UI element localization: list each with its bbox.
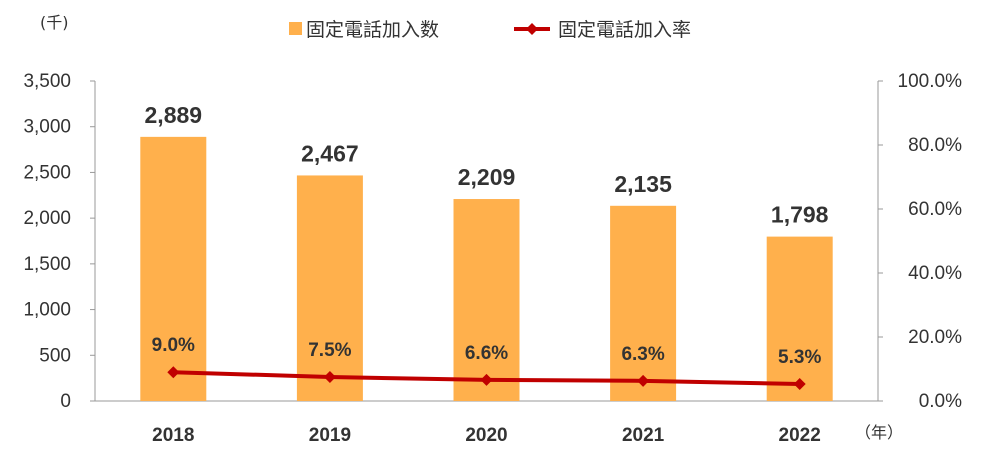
rate-point-marker [167,366,180,379]
legend-bar-swatch [289,22,302,35]
bar [296,175,363,401]
category-label: 2020 [465,425,507,446]
rate-point-marker [480,373,493,386]
bar-data-label: 2,889 [145,102,203,128]
bar-data-label: 1,798 [771,202,829,228]
line-data-labels: 9.0% 7.5% 6.6% 6.3% 5.3% [152,335,822,368]
right-tick-label: 40.0% [908,263,962,284]
bar [766,236,833,401]
bar [610,205,677,401]
legend-line-label: 固定電話加入率 [558,19,691,41]
bar [453,199,520,401]
left-tick-label: 3,500 [23,71,71,92]
rate-data-label: 7.5% [308,340,351,361]
bar-series [140,136,833,401]
right-tick-label: 20.0% [908,327,962,348]
category-label: 2018 [152,425,194,446]
left-axis-unit: (千) [40,13,69,32]
left-tick-label: 500 [39,345,71,366]
rate-point-marker [323,371,336,383]
category-label: 2021 [622,425,665,446]
category-label: 2019 [309,425,351,446]
left-tick-label: 1,500 [23,254,71,275]
right-tick-label: 0.0% [919,391,962,412]
legend: 固定電話加入数 固定電話加入率 [289,19,691,41]
right-tick-label: 80.0% [908,135,962,156]
rate-data-label: 9.0% [152,335,195,356]
rate-point-marker [637,374,650,387]
bar-data-label: 2,209 [458,164,516,190]
bar-data-label: 2,135 [614,171,672,197]
bar-data-label: 2,467 [301,140,359,166]
bar-data-labels: 2,889 2,467 2,209 2,135 1,798 [145,102,829,228]
left-tick-label: 0 [60,391,71,412]
rate-data-label: 6.3% [621,344,664,365]
rate-data-label: 5.3% [778,347,821,368]
rate-data-label: 6.6% [465,343,508,364]
right-axis-ticks: 0.0% 20.0% 40.0% 60.0% 80.0% 100.0% [878,71,962,412]
left-tick-label: 2,000 [23,208,71,229]
left-tick-label: 2,500 [23,162,71,183]
x-axis-unit: （年） [855,423,903,442]
bar [140,136,207,401]
left-tick-label: 1,000 [23,300,71,321]
left-axis-ticks: 0 500 1,000 1,500 2,000 2,500 3,000 3,500 [23,71,95,412]
legend-bar-label: 固定電話加入数 [306,19,439,41]
right-tick-label: 100.0% [898,71,963,92]
right-tick-label: 60.0% [908,199,962,220]
category-labels: 2018 2019 2020 2021 2022 [152,425,821,446]
category-label: 2022 [779,425,821,446]
left-tick-label: 3,000 [23,117,71,138]
rate-point-marker [793,378,806,391]
legend-line-marker [526,23,538,35]
line-series [167,366,806,391]
